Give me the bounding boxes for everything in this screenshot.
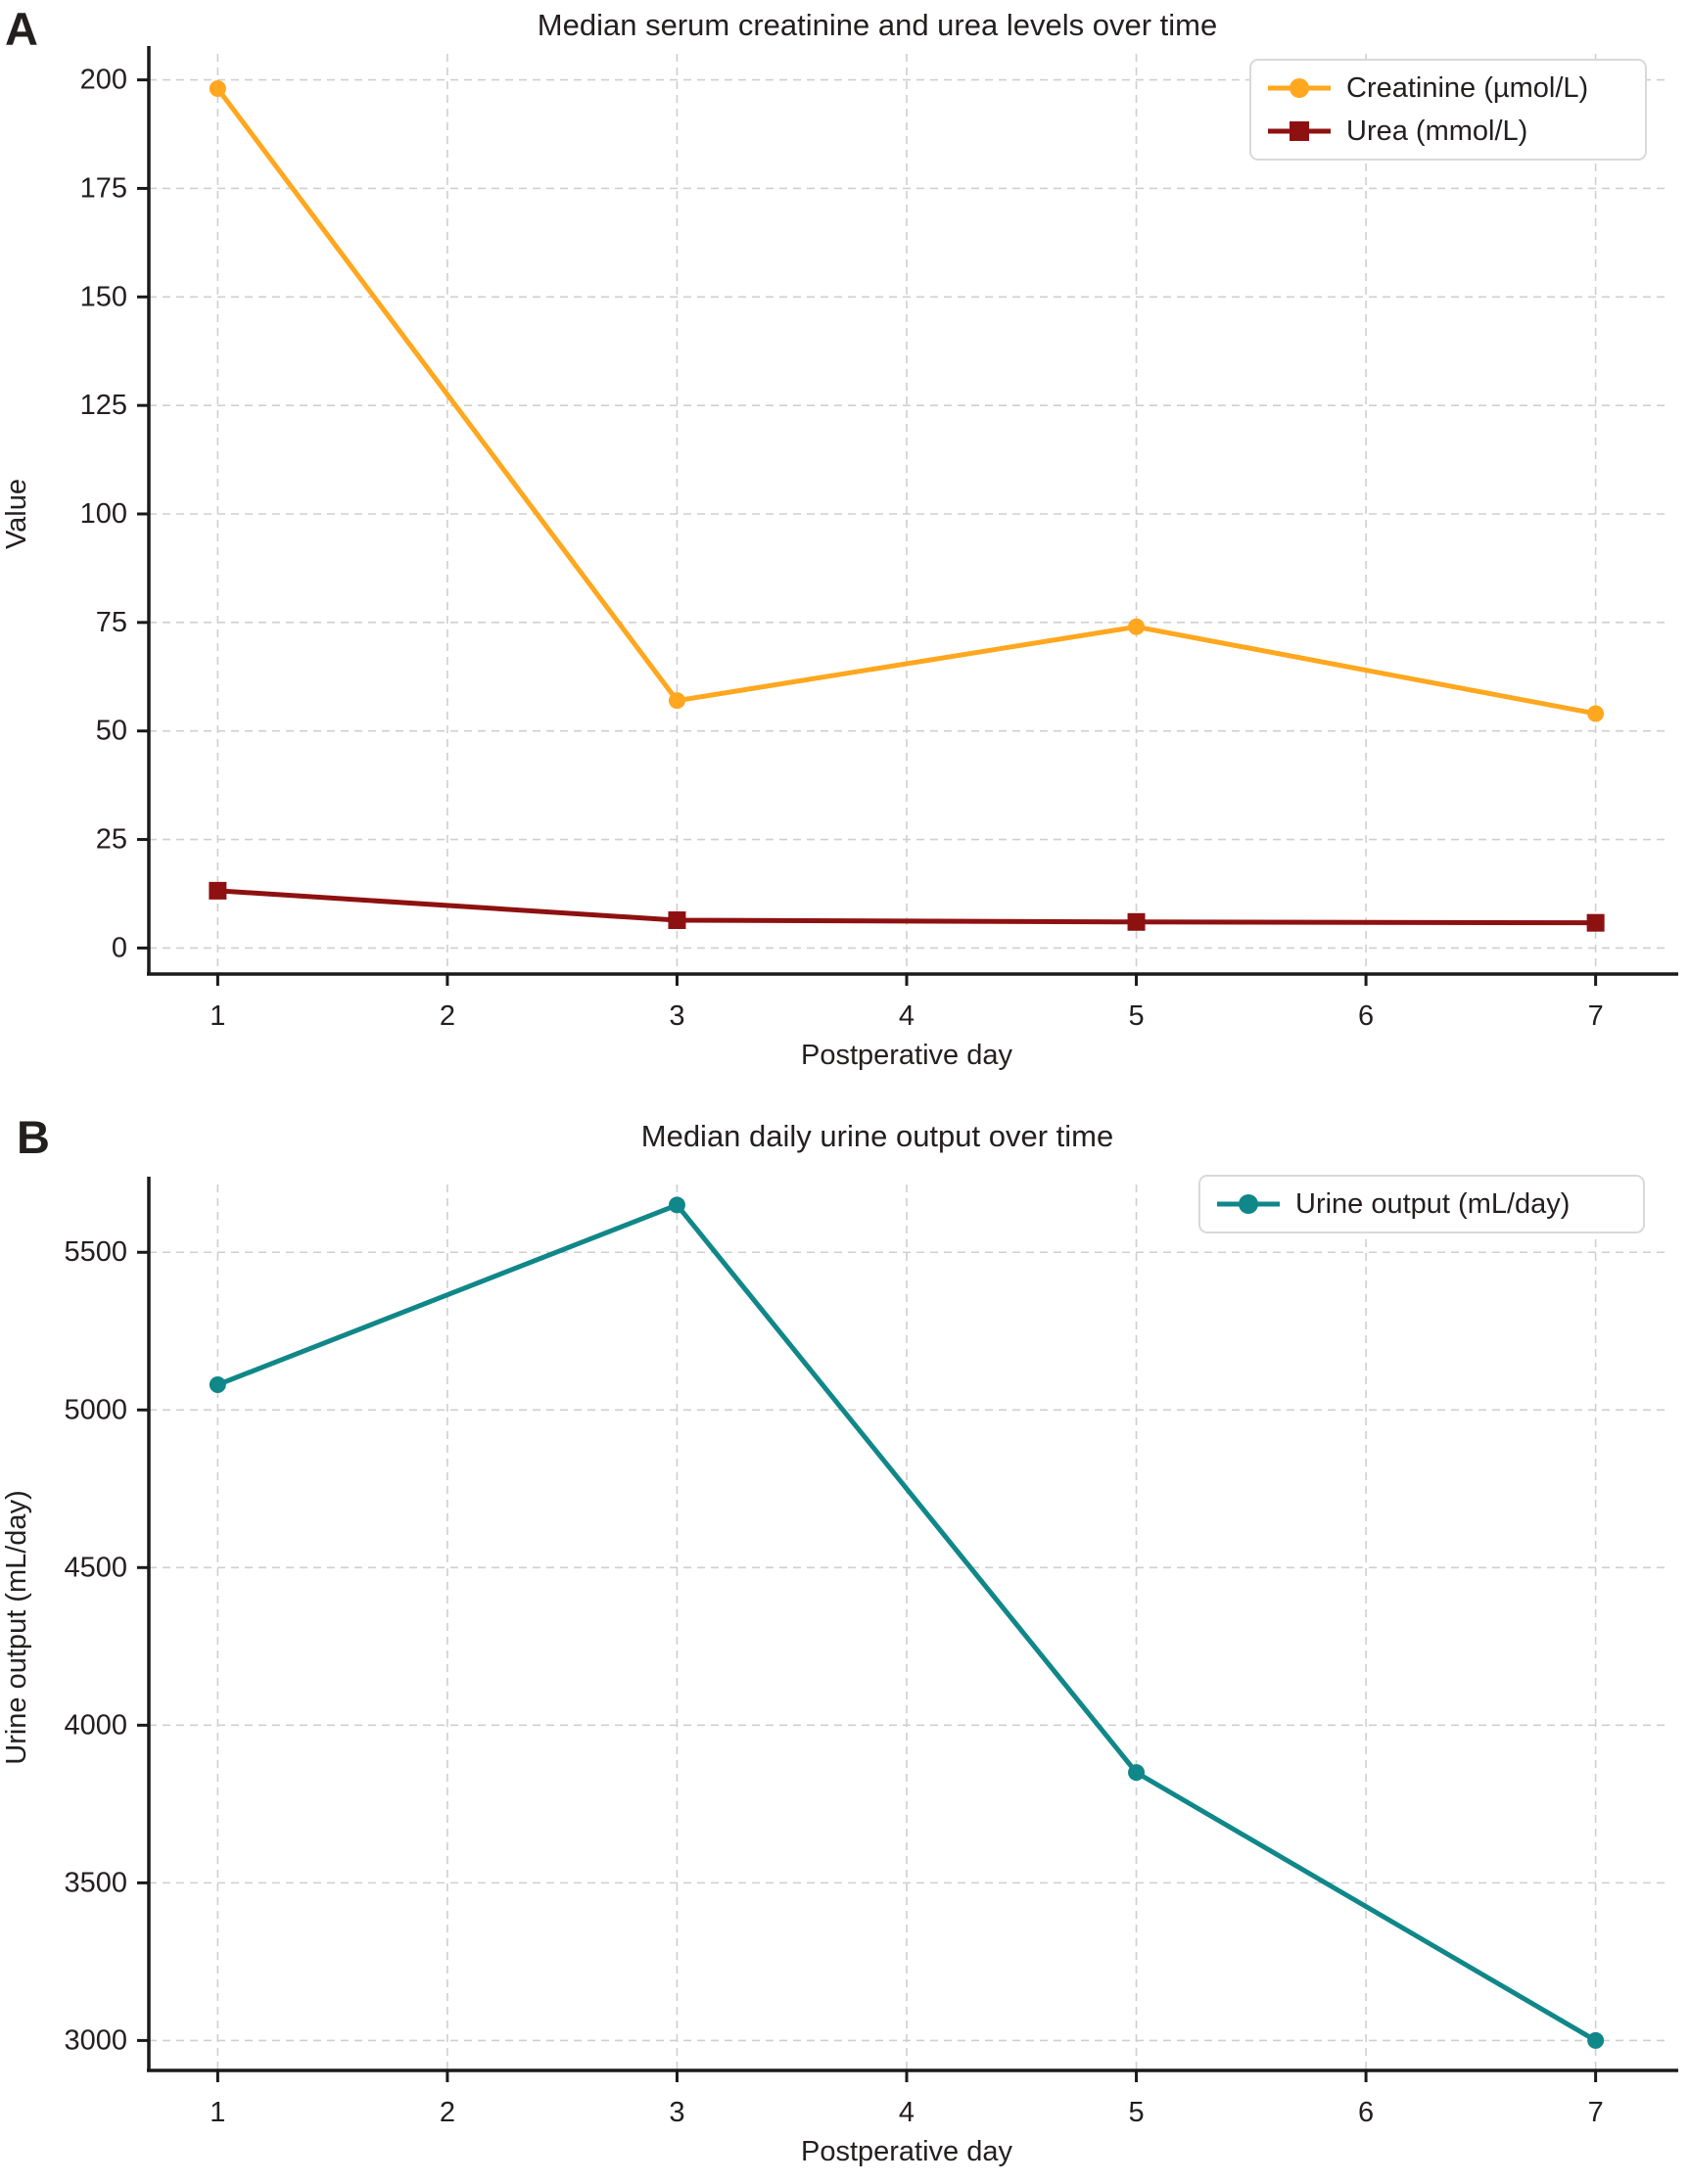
legend-item-marker xyxy=(1290,78,1309,98)
y-tick-label: 3500 xyxy=(64,1867,127,1898)
chart-creatinine-urea: 0 25 50 75 100 125 150 175 200 1 2 3 4 5 6 7 Creatinine … xyxy=(1,8,1678,1071)
x-tick-label: 1 xyxy=(210,2097,225,2128)
y-tick-label: 100 xyxy=(80,498,127,530)
x-tick-label: 3 xyxy=(669,2097,684,2128)
series-line xyxy=(214,85,1599,717)
data-point-marker xyxy=(209,881,227,900)
y-tick-label: 125 xyxy=(80,390,127,421)
legend-box xyxy=(1249,59,1647,161)
y-tick-label: 50 xyxy=(96,716,127,747)
legend-item-label: Urine output (mL/day) xyxy=(1295,1188,1570,1220)
y-axis-label: Urine output (mL/day) xyxy=(1,1490,32,1764)
chart-title: Median daily urine output over time xyxy=(641,1119,1113,1153)
chart-title: Median serum creatinine and urea levels … xyxy=(538,8,1217,42)
x-tick-label: 2 xyxy=(440,2097,455,2128)
x-tick-label: 4 xyxy=(899,2097,915,2128)
data-point-marker xyxy=(668,911,686,930)
data-point-marker xyxy=(1586,913,1605,932)
x-tick-label: 5 xyxy=(1128,2097,1144,2128)
x-tick-label: 4 xyxy=(899,1000,915,1032)
y-axis-label: Value xyxy=(1,479,32,549)
y-tick-label: 175 xyxy=(80,172,127,204)
data-point-marker xyxy=(1128,618,1146,635)
data-point-marker xyxy=(209,79,226,97)
legend-item-label: Urea (mmol/L) xyxy=(1346,116,1527,147)
data-point-marker xyxy=(668,692,685,710)
y-tick-label: 25 xyxy=(96,824,127,856)
data-point-marker xyxy=(209,1376,226,1394)
y-tick-label: 75 xyxy=(96,607,127,638)
y-tick-label: 3000 xyxy=(64,2024,127,2056)
chart-urine-output: 3000 3500 4000 4500 5000 5500 1 2 3 4 5 6 7 Urine out… xyxy=(1,1119,1678,2167)
series-line xyxy=(214,888,1599,926)
y-tick-label: 5000 xyxy=(64,1394,127,1425)
x-tick-label: 6 xyxy=(1358,2097,1374,2128)
x-axis-label: Postperative day xyxy=(801,2136,1013,2167)
panel-label-a: A xyxy=(5,3,38,55)
y-tick-label: 4000 xyxy=(64,1709,127,1741)
y-tick-label: 4500 xyxy=(64,1552,127,1583)
data-point-marker xyxy=(1128,1764,1146,1782)
legend-item-marker xyxy=(1239,1194,1258,1214)
y-tick-label: 200 xyxy=(80,65,127,96)
data-point-marker xyxy=(1587,2031,1605,2049)
x-tick-label: 7 xyxy=(1588,1000,1604,1032)
x-tick-label: 6 xyxy=(1358,1000,1374,1032)
x-tick-label: 5 xyxy=(1128,1000,1144,1032)
x-tick-label: 7 xyxy=(1588,2097,1604,2128)
legend-box xyxy=(1198,1175,1645,1233)
y-tick-label: 0 xyxy=(112,932,127,963)
data-point-marker xyxy=(1587,705,1605,722)
x-tick-label: 2 xyxy=(440,1000,455,1032)
legend-item-label: Creatinine (µmol/L) xyxy=(1346,72,1588,104)
x-tick-label: 3 xyxy=(669,1000,684,1032)
y-tick-label: 150 xyxy=(80,281,127,312)
x-axis-label: Postperative day xyxy=(801,1040,1013,1071)
series-line xyxy=(214,1202,1599,2043)
x-tick-label: 1 xyxy=(210,1000,225,1032)
data-point-marker xyxy=(1127,912,1146,931)
panel-label-b: B xyxy=(17,1111,50,1163)
y-tick-label: 5500 xyxy=(64,1236,127,1268)
data-point-marker xyxy=(668,1196,685,1214)
legend-item-marker xyxy=(1290,121,1309,141)
